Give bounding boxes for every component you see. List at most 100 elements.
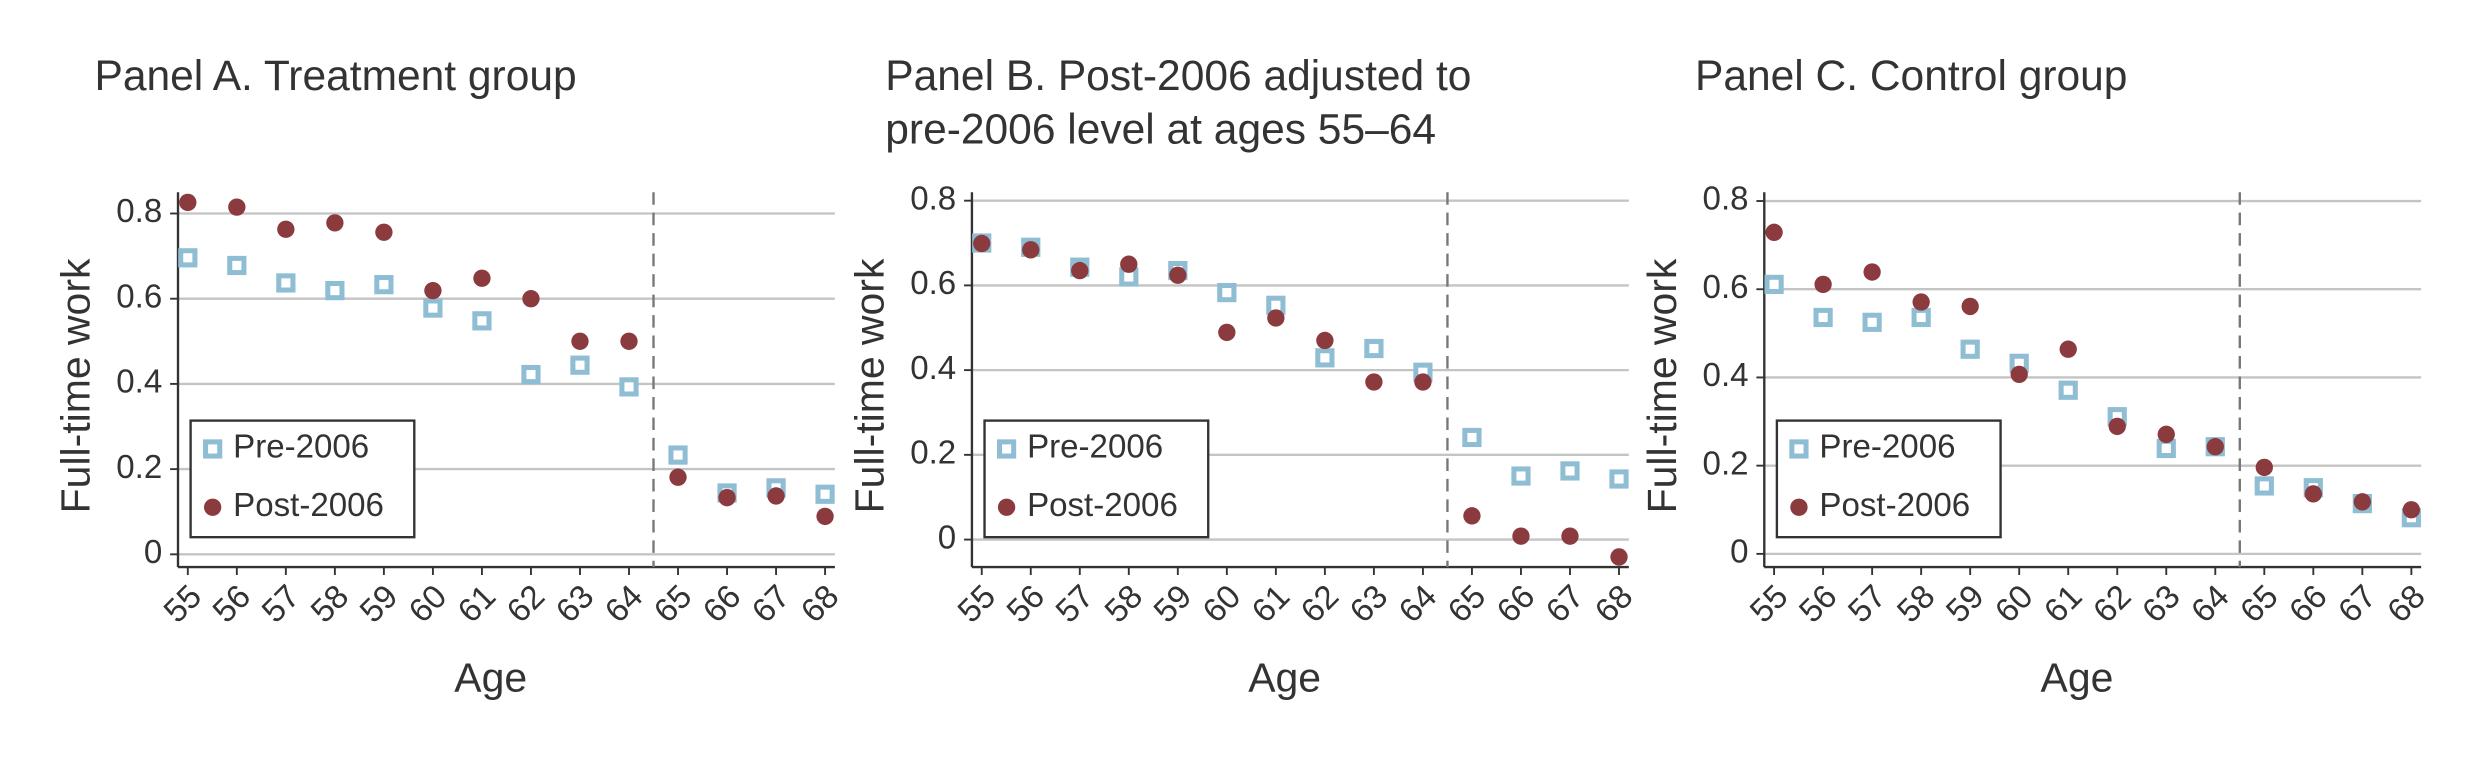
panel-title: Panel B. Post-2006 adjusted to [885, 52, 1471, 100]
x-tick-label: 61 [1245, 578, 1297, 630]
point [424, 281, 442, 300]
point [1764, 274, 1784, 294]
point [472, 311, 492, 331]
legend-label: Post-2006 [1027, 487, 1178, 524]
point [2156, 438, 2176, 459]
point [1365, 373, 1383, 391]
point [1364, 338, 1384, 359]
point [325, 281, 345, 301]
point [2402, 501, 2421, 519]
x-tick-label: 62 [500, 578, 552, 630]
y-axis-label: Full-time work [847, 258, 893, 513]
point [1463, 507, 1481, 525]
point [1814, 275, 1832, 294]
point [178, 248, 198, 268]
point [570, 355, 590, 375]
point [973, 234, 991, 253]
x-tick-label: 67 [745, 578, 797, 630]
point [2304, 485, 2322, 503]
point [2059, 340, 2077, 358]
point [374, 275, 394, 295]
x-tick-label: 60 [1196, 578, 1248, 630]
point [1169, 266, 1187, 284]
point [521, 364, 541, 385]
x-tick-label: 65 [647, 578, 699, 630]
x-tick-label: 61 [2037, 578, 2089, 630]
panel-title: Panel A. Treatment group [95, 52, 577, 100]
panel-title: pre-2006 level at ages 55–64 [885, 106, 1436, 154]
y-tick-label: 0.4 [116, 364, 162, 401]
x-tick-label: 58 [1098, 578, 1150, 630]
x-tick-label: 56 [1792, 578, 1844, 630]
x-tick-label: 60 [1988, 578, 2040, 630]
y-tick-label: 0.8 [910, 180, 956, 217]
x-tick-label: 68 [2380, 578, 2432, 630]
y-tick-label: 0.6 [910, 265, 956, 302]
point [2157, 425, 2175, 444]
point [1120, 255, 1138, 273]
point [228, 198, 246, 216]
point [1315, 348, 1335, 368]
legend-box [189, 419, 416, 539]
x-tick-label: 63 [549, 578, 601, 630]
point [1561, 527, 1579, 545]
y-tick-label: 0.6 [116, 278, 162, 315]
point [277, 220, 295, 238]
point [1765, 223, 1783, 241]
point [2353, 493, 2372, 511]
x-tick-label: 68 [1588, 578, 1640, 630]
point [815, 484, 835, 504]
point [2254, 476, 2274, 496]
x-tick-label: 55 [157, 578, 209, 630]
y-tick-label: 0.2 [1703, 445, 1749, 482]
point [473, 269, 491, 287]
point [619, 377, 639, 397]
point [1316, 331, 1334, 350]
point [2255, 458, 2273, 477]
y-axis-label: Full-time work [53, 258, 99, 513]
x-tick-label: 61 [451, 578, 503, 630]
x-tick-label: 58 [1890, 578, 1942, 630]
point [1267, 309, 1285, 327]
point [1961, 297, 1979, 316]
point [2058, 380, 2078, 400]
x-tick-label: 62 [1294, 578, 1346, 630]
point [522, 290, 540, 308]
legend-label: Pre-2006 [233, 429, 369, 466]
point [1560, 461, 1580, 481]
point [1609, 469, 1629, 489]
y-axis-label: Full-time work [1639, 258, 1685, 513]
x-tick-label: 68 [794, 578, 846, 630]
point [2206, 438, 2224, 456]
x-axis-label: Age [454, 654, 527, 700]
y-tick-label: 0.8 [116, 193, 162, 230]
legend-marker [203, 439, 223, 459]
point [571, 332, 589, 350]
x-axis-label: Age [1248, 654, 1321, 700]
point [1217, 282, 1237, 303]
x-tick-label: 59 [353, 578, 405, 630]
x-tick-label: 56 [206, 578, 258, 630]
point [718, 488, 736, 507]
x-tick-label: 63 [1343, 578, 1395, 630]
point [1863, 263, 1881, 281]
legend-marker [203, 498, 222, 516]
point [668, 445, 688, 465]
x-tick-label: 66 [1490, 578, 1542, 630]
point [2010, 365, 2028, 384]
x-tick-label: 67 [1539, 578, 1591, 630]
y-tick-label: 0 [938, 519, 956, 556]
x-tick-label: 57 [1049, 578, 1101, 630]
point [1813, 307, 1833, 328]
legend-marker [1790, 498, 1808, 516]
legend-box [983, 419, 1210, 539]
point [1071, 261, 1089, 280]
x-tick-label: 60 [402, 578, 454, 630]
x-tick-label: 57 [255, 578, 307, 630]
point [179, 193, 197, 212]
y-tick-label: 0.2 [910, 435, 956, 472]
point [326, 214, 344, 232]
point [276, 273, 296, 293]
x-axis-label: Age [2041, 654, 2114, 700]
